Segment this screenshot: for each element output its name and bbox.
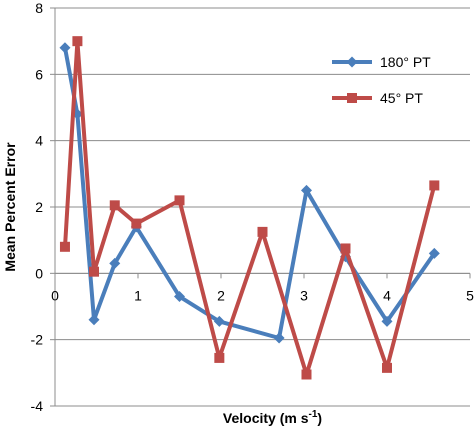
data-point (381, 315, 393, 327)
data-point (213, 315, 225, 327)
y-tick-label: 4 (35, 133, 43, 149)
x-tick-label: 1 (134, 287, 142, 303)
data-point (109, 257, 121, 269)
data-point (257, 226, 268, 237)
x-tick-label: 5 (466, 287, 474, 303)
data-point (59, 42, 71, 54)
legend-label: 180° PT (380, 54, 431, 70)
data-point (89, 266, 100, 277)
data-point (300, 184, 312, 196)
data-point (429, 180, 440, 191)
data-point (174, 195, 185, 206)
x-tick-label: 3 (300, 287, 308, 303)
legend-item-2: 45° PT (332, 90, 423, 106)
data-point (273, 332, 285, 344)
x-tick-label: 0 (51, 287, 59, 303)
y-axis-title: Mean Percent Error (2, 142, 18, 272)
y-tick-label: 8 (35, 0, 43, 16)
series-line (63, 39, 437, 377)
series-line (63, 47, 436, 340)
y-tick-label: 0 (35, 265, 43, 281)
data-point (88, 314, 100, 326)
y-tick-label: 2 (35, 199, 43, 215)
data-point (214, 352, 225, 363)
legend-marker (347, 93, 357, 103)
legend-label: 45° PT (380, 90, 423, 106)
legend: 180° PT 45° PT (332, 54, 431, 106)
series-group (59, 36, 440, 380)
series-2 (59, 36, 440, 380)
legend-item-1: 180° PT (332, 54, 431, 70)
y-tick-label: -2 (31, 332, 44, 348)
data-point (340, 243, 351, 254)
x-axis-title: Velocity (m s-1) (223, 409, 322, 426)
data-point (72, 36, 83, 47)
y-tick-label: -4 (31, 398, 44, 414)
legend-marker (346, 56, 358, 68)
data-point (131, 218, 142, 229)
data-point (382, 362, 392, 373)
x-tick-label: 2 (217, 287, 225, 303)
y-tick-label: 6 (35, 66, 43, 82)
data-point (428, 247, 440, 259)
data-point (109, 200, 120, 211)
data-point (301, 369, 312, 380)
data-point (174, 291, 185, 303)
data-point (59, 241, 70, 252)
axes: -4 -2 0 2 4 6 8 0 1 2 3 4 5 (31, 0, 474, 414)
x-tick-label: 4 (383, 287, 391, 303)
